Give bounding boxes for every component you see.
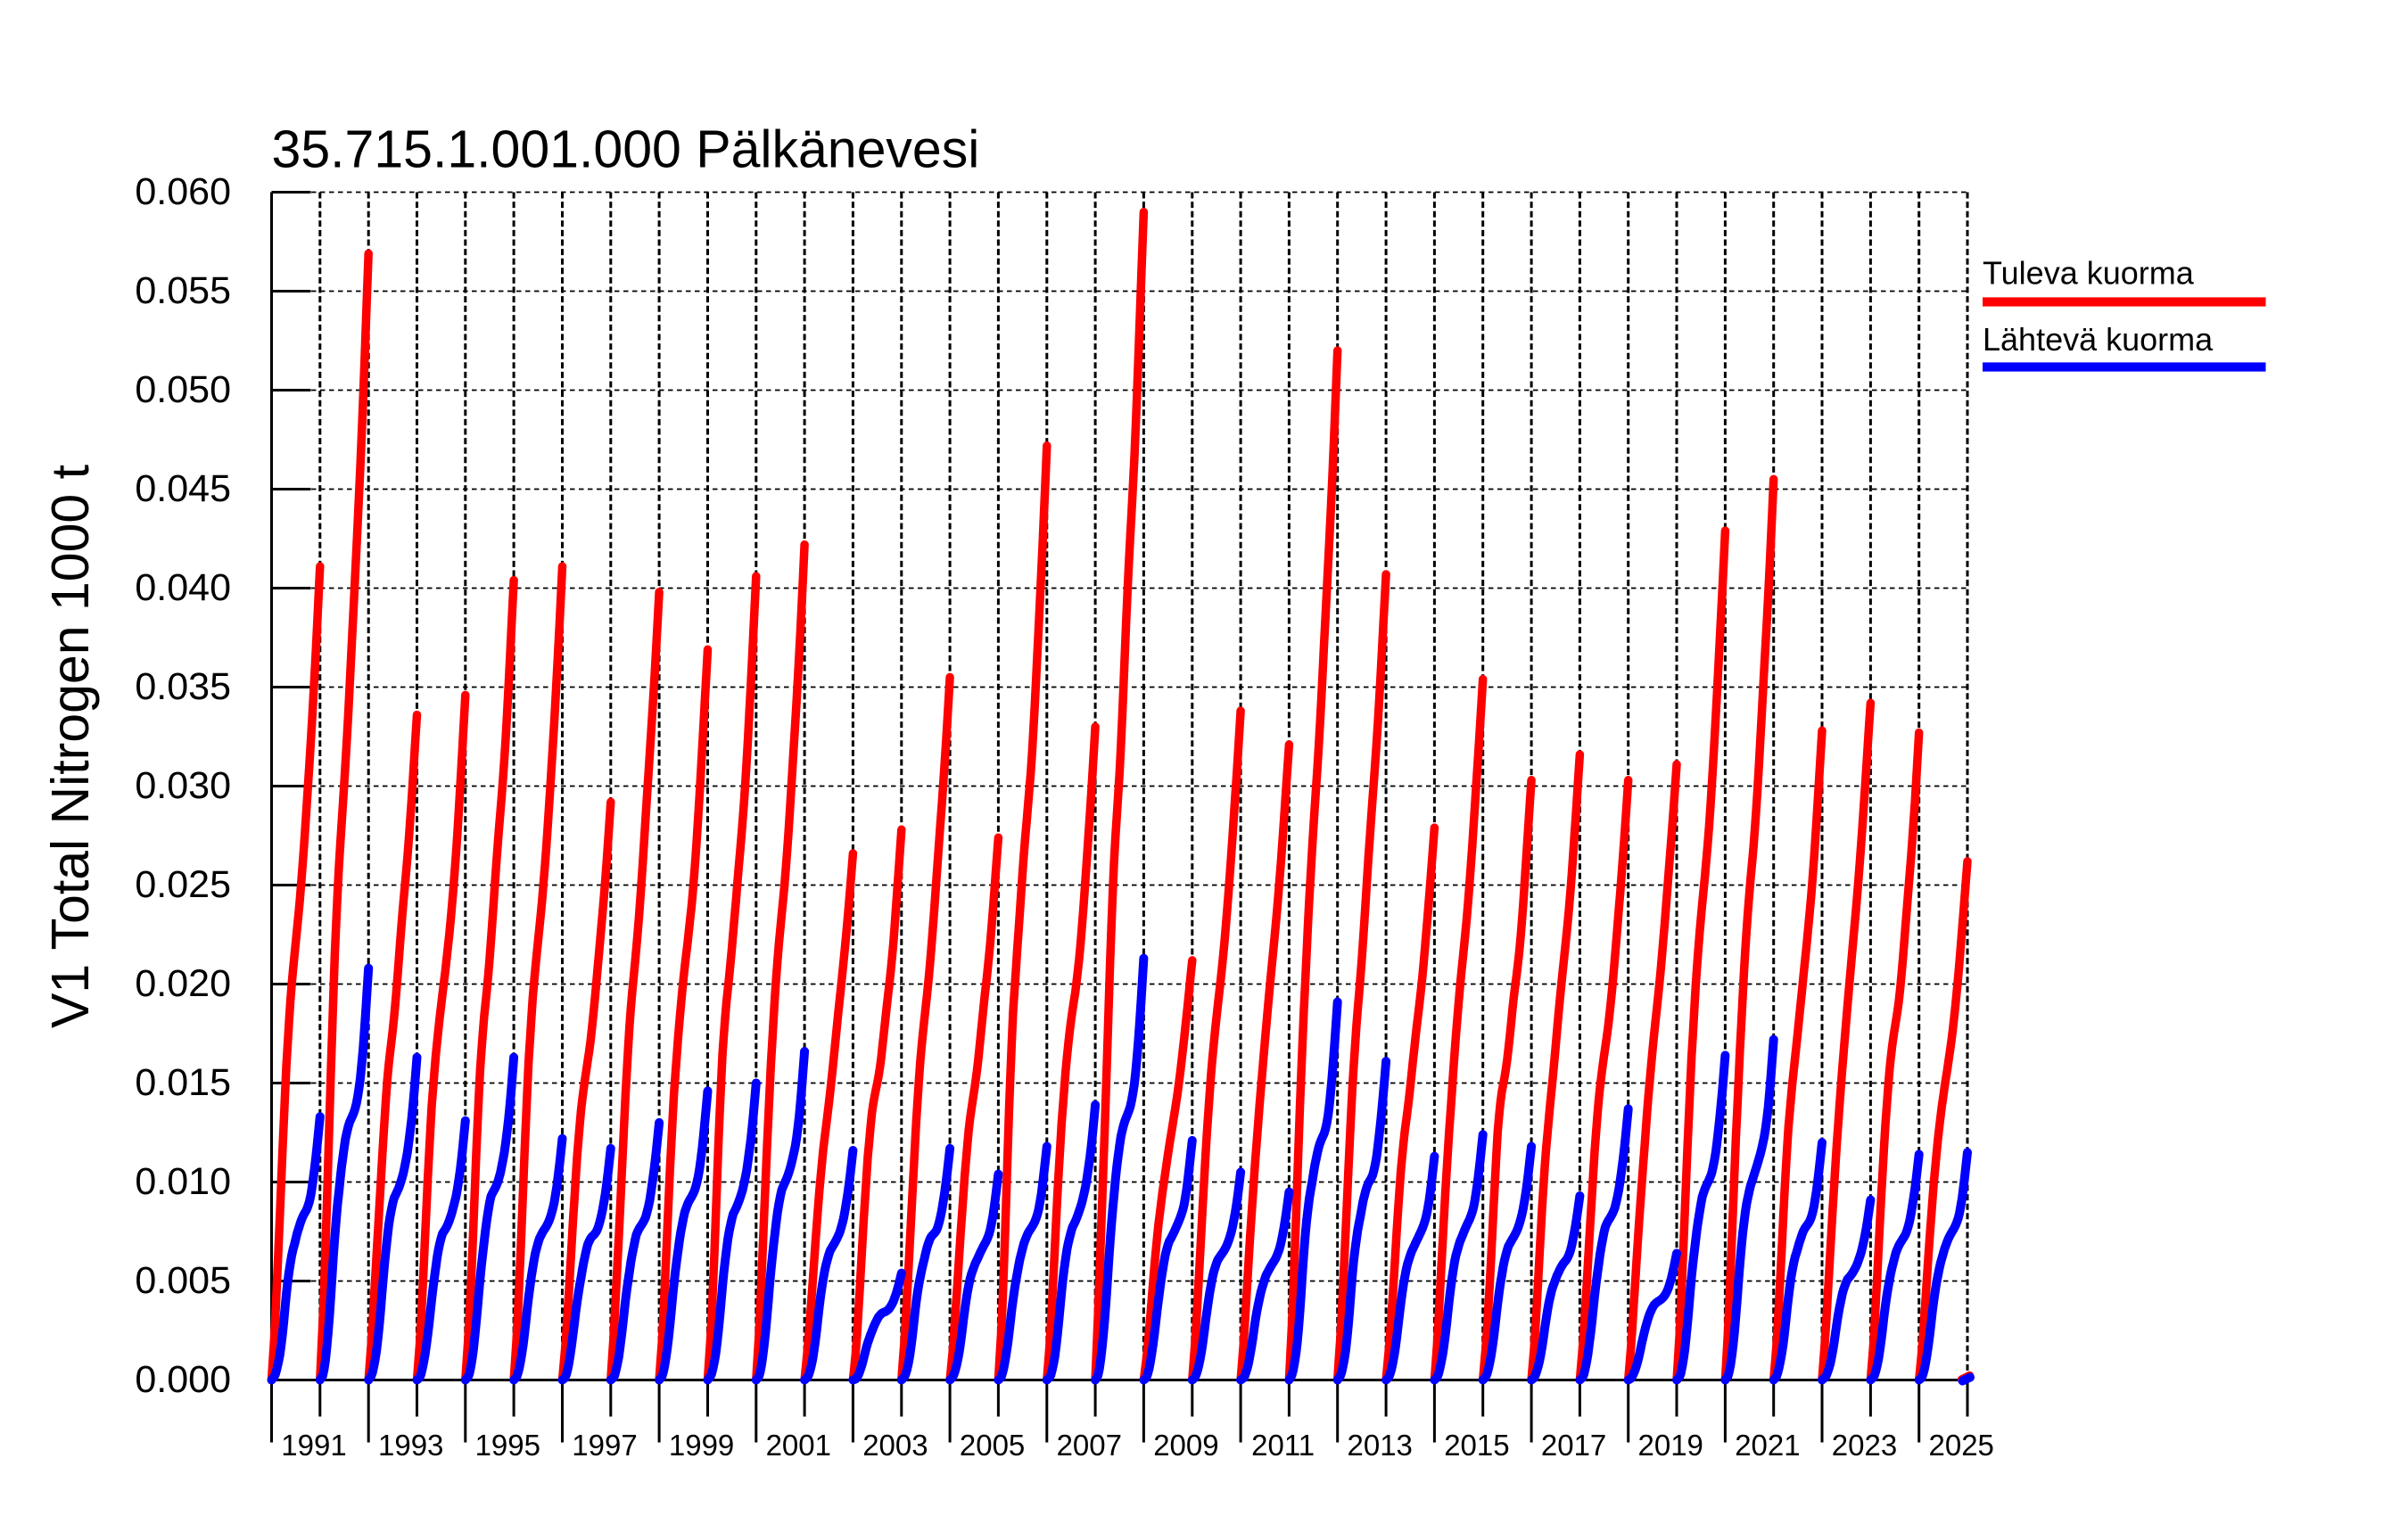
svg-text:0.005: 0.005 bbox=[135, 1259, 231, 1302]
svg-text:1999: 1999 bbox=[669, 1429, 734, 1462]
svg-text:2017: 2017 bbox=[1541, 1429, 1606, 1462]
svg-text:2005: 2005 bbox=[960, 1429, 1025, 1462]
svg-text:2003: 2003 bbox=[862, 1429, 928, 1462]
svg-text:Tuleva kuorma: Tuleva kuorma bbox=[1983, 255, 2195, 292]
svg-text:2011: 2011 bbox=[1251, 1429, 1315, 1462]
svg-text:1995: 1995 bbox=[475, 1429, 540, 1462]
svg-text:0.035: 0.035 bbox=[135, 665, 231, 708]
svg-text:2015: 2015 bbox=[1444, 1429, 1509, 1462]
svg-text:2019: 2019 bbox=[1637, 1429, 1703, 1462]
svg-text:2009: 2009 bbox=[1153, 1429, 1218, 1462]
svg-text:2025: 2025 bbox=[1928, 1429, 1993, 1462]
svg-text:0.050: 0.050 bbox=[135, 368, 231, 411]
svg-text:0.055: 0.055 bbox=[135, 269, 231, 312]
svg-text:0.030: 0.030 bbox=[135, 764, 231, 807]
svg-text:0.015: 0.015 bbox=[135, 1061, 231, 1104]
svg-text:0.045: 0.045 bbox=[135, 467, 231, 510]
svg-text:35.715.1.001.000 Pälkänevesi: 35.715.1.001.000 Pälkänevesi bbox=[272, 120, 980, 179]
svg-text:0.040: 0.040 bbox=[135, 566, 231, 609]
svg-text:1997: 1997 bbox=[572, 1429, 637, 1462]
svg-text:2001: 2001 bbox=[766, 1429, 831, 1462]
svg-text:0.060: 0.060 bbox=[135, 170, 231, 213]
svg-text:2013: 2013 bbox=[1347, 1429, 1412, 1462]
svg-text:V1 Total Nitrogen 1000 t: V1 Total Nitrogen 1000 t bbox=[41, 465, 100, 1028]
svg-text:Lähtevä kuorma: Lähtevä kuorma bbox=[1983, 321, 2214, 358]
svg-text:2021: 2021 bbox=[1735, 1429, 1800, 1462]
svg-text:1993: 1993 bbox=[378, 1429, 443, 1462]
svg-text:2023: 2023 bbox=[1832, 1429, 1897, 1462]
svg-text:1991: 1991 bbox=[281, 1429, 346, 1462]
svg-text:0.000: 0.000 bbox=[135, 1358, 231, 1401]
svg-text:0.020: 0.020 bbox=[135, 962, 231, 1005]
svg-text:0.010: 0.010 bbox=[135, 1160, 231, 1203]
svg-text:2007: 2007 bbox=[1057, 1429, 1122, 1462]
svg-text:0.025: 0.025 bbox=[135, 863, 231, 906]
